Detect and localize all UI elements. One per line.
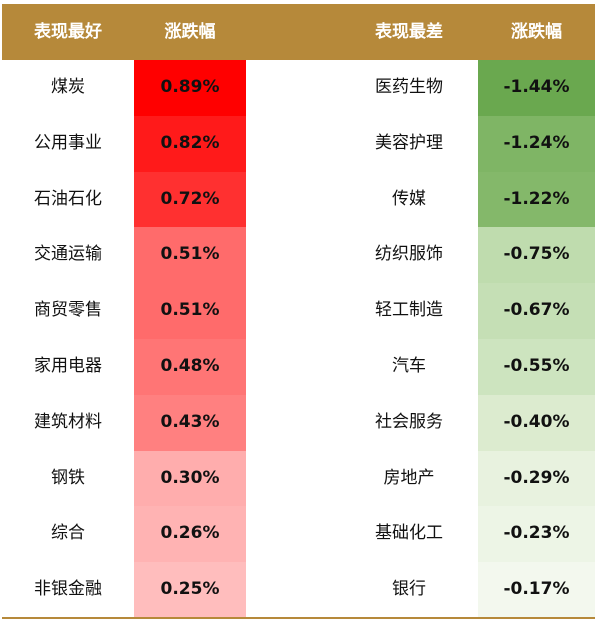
header-best: 表现最好	[34, 22, 102, 42]
worst-sector-name: 银行	[392, 579, 426, 600]
best-sector-change: 0.51%	[134, 227, 246, 284]
best-sector-name: 公用事业	[34, 132, 102, 153]
best-sector-name: 石油石化	[34, 188, 102, 209]
worst-sector-name: 纺织服饰	[375, 244, 443, 265]
best-sector-name: 钢铁	[51, 467, 85, 488]
best-sector-change: 0.43%	[134, 394, 246, 451]
best-sector-change: 0.30%	[134, 450, 246, 507]
worst-sector-name: 社会服务	[375, 411, 443, 432]
best-sector-name: 煤炭	[51, 77, 85, 97]
worst-sector-change: -0.23%	[478, 506, 595, 563]
best-sector-name: 交通运输	[34, 244, 102, 265]
table-row: 交通运输 0.51% 纺织服饰 -0.75%	[0, 227, 597, 284]
table-row: 公用事业 0.82% 美容护理 -1.24%	[0, 115, 597, 172]
table-row: 综合 0.26% 基础化工 -0.23%	[0, 506, 597, 563]
worst-sector-name: 医药生物	[375, 77, 443, 97]
worst-sector-change: -0.17%	[478, 562, 595, 618]
worst-sector-change: -1.44%	[478, 60, 595, 116]
worst-sector-change: -0.40%	[478, 394, 595, 451]
best-sector-change: 0.51%	[134, 283, 246, 339]
best-sector-change: 0.25%	[134, 562, 246, 618]
best-sector-change: 0.26%	[134, 506, 246, 563]
header-best-change: 涨跌幅	[164, 22, 216, 42]
table-row: 非银金融 0.25% 银行 -0.17%	[0, 562, 597, 618]
worst-sector-change: -0.55%	[478, 338, 595, 395]
best-sector-name: 商贸零售	[34, 300, 102, 321]
worst-sector-name: 轻工制造	[375, 300, 443, 321]
best-sector-change: 0.72%	[134, 171, 246, 228]
worst-sector-name: 房地产	[383, 467, 435, 488]
best-sector-change: 0.48%	[134, 338, 246, 395]
table-row: 家用电器 0.48% 汽车 -0.55%	[0, 338, 597, 395]
table-row: 建筑材料 0.43% 社会服务 -0.40%	[0, 394, 597, 451]
table-header	[2, 4, 595, 60]
worst-sector-change: -0.75%	[478, 227, 595, 284]
worst-sector-change: -0.67%	[478, 283, 595, 339]
worst-sector-change: -0.29%	[478, 450, 595, 507]
worst-sector-change: -1.24%	[478, 115, 595, 172]
table-bottom-border	[2, 617, 595, 619]
worst-sector-name: 基础化工	[375, 523, 443, 544]
best-sector-name: 综合	[51, 523, 85, 544]
table-row: 商贸零售 0.51% 轻工制造 -0.67%	[0, 283, 597, 339]
best-sector-change: 0.82%	[134, 115, 246, 172]
worst-sector-name: 美容护理	[375, 132, 443, 153]
best-sector-name: 家用电器	[34, 355, 102, 376]
table-row: 石油石化 0.72% 传媒 -1.22%	[0, 171, 597, 228]
best-sector-name: 建筑材料	[34, 411, 102, 432]
table-row: 钢铁 0.30% 房地产 -0.29%	[0, 450, 597, 507]
header-worst-change: 涨跌幅	[511, 22, 562, 42]
header-worst: 表现最差	[375, 22, 443, 42]
table-body: 煤炭 0.89% 医药生物 -1.44% 公用事业 0.82% 美容护理 -1.24% 石油石化…	[0, 60, 597, 618]
best-sector-change: 0.89%	[134, 60, 246, 116]
worst-sector-name: 传媒	[392, 188, 426, 209]
worst-sector-name: 汽车	[392, 355, 426, 376]
table-row: 煤炭 0.89% 医药生物 -1.44%	[0, 60, 597, 116]
worst-sector-change: -1.22%	[478, 171, 595, 228]
best-sector-name: 非银金融	[34, 579, 102, 600]
